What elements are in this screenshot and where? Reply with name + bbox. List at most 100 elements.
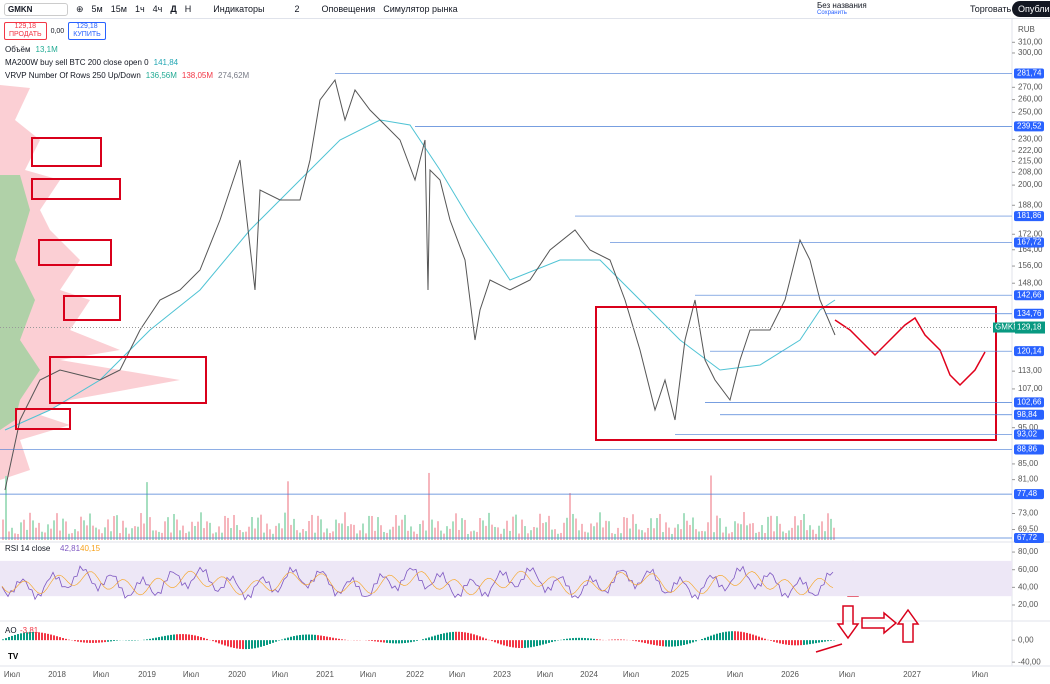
ao-bar [440, 633, 442, 641]
trade[interactable]: Торговать [970, 4, 1012, 14]
rsi-title: RSI 14 close [5, 544, 51, 553]
ao-bar [443, 633, 445, 641]
ao-bar [803, 640, 805, 645]
volume-bar [191, 521, 193, 540]
volume-bar [236, 525, 238, 540]
volume-bar [815, 533, 817, 540]
ao-bar [194, 635, 196, 641]
ao-bar [785, 640, 787, 645]
ao-bar [668, 640, 670, 647]
volume-bar [437, 521, 439, 540]
ao-bar [11, 635, 13, 641]
interval[interactable]: 4ч [152, 4, 163, 14]
volume-bar [281, 528, 283, 540]
volume-bar [407, 530, 409, 540]
volume-bar [611, 533, 613, 540]
volume-bar [116, 515, 118, 540]
volume-bar [476, 531, 478, 540]
ao-bar [335, 638, 337, 641]
volume-bar [176, 519, 178, 540]
volume-bar [17, 533, 19, 540]
ao-bar [476, 635, 478, 641]
volume-bar [575, 518, 577, 540]
volume-bar [332, 531, 334, 540]
ao-bar [95, 640, 97, 643]
ao-bar [761, 637, 763, 641]
level-label: 102,66 [1017, 398, 1042, 407]
volume-bar [29, 512, 31, 540]
ao-bar [428, 637, 430, 641]
ao-bar [80, 640, 82, 643]
ao-bar [533, 640, 535, 647]
volume-bar [440, 530, 442, 540]
ao-bar [791, 640, 793, 646]
volume-bar [659, 513, 661, 540]
volume-bar [326, 528, 328, 540]
indicators[interactable]: Индикаторы [213, 4, 265, 14]
layout-name[interactable]: Без названия [817, 1, 867, 10]
ao-bar [239, 640, 241, 649]
ao-bar [386, 640, 388, 643]
ao-bar [536, 640, 538, 647]
add[interactable]: ⊕ [76, 3, 84, 14]
ao-bar [752, 634, 754, 641]
ao-bar [152, 638, 154, 641]
volume-bar [776, 516, 778, 540]
volume-bar [569, 493, 571, 540]
volume-bar [665, 522, 667, 540]
level-tag [1014, 237, 1044, 248]
ao-bar [320, 635, 322, 641]
volume-bar [512, 516, 514, 540]
volume-bar [491, 524, 493, 540]
volume-bar [821, 521, 823, 540]
buy-button[interactable]: 129,18 КУПИТЬ [68, 22, 106, 40]
volume-bar [188, 531, 190, 540]
ao-bar [254, 640, 256, 649]
toolbar: GMKN ⊕ 5м 15м 1ч 4ч Д Н Индикаторы 2 Опо… [0, 0, 1050, 19]
alerts[interactable]: Оповещения [321, 4, 376, 14]
ao-bar [638, 640, 640, 642]
volume-bar [245, 531, 247, 540]
volume-bar [617, 527, 619, 540]
ao-bar [773, 640, 775, 642]
ao-bar [323, 636, 325, 641]
interval[interactable]: 1ч [134, 4, 145, 14]
simulator[interactable]: Симулятор рынка [383, 4, 458, 14]
volume-bar [572, 513, 574, 540]
volume-bar [23, 519, 25, 540]
price-tick-label: 164,00 [1018, 245, 1043, 254]
volume-bar [50, 528, 52, 540]
symbol[interactable]: GMKN [4, 2, 68, 16]
volume-bar [545, 522, 547, 540]
ao-bar [635, 640, 637, 642]
time-label: 2019 [138, 670, 156, 679]
ao-bar [578, 637, 580, 641]
ao-bar [707, 636, 709, 641]
interval[interactable]: Д [170, 4, 177, 14]
volume-bar [605, 520, 607, 540]
volume-bar [59, 530, 61, 540]
volume-bar [554, 529, 556, 540]
volume-bar [494, 526, 496, 540]
interval[interactable]: 5м [91, 4, 103, 14]
volume-bar [641, 530, 643, 540]
ao-bar [167, 635, 169, 641]
volume-bar [764, 533, 766, 540]
sell-label: ПРОДАТЬ [9, 31, 42, 38]
sell-button[interactable]: 129,18 ПРОДАТЬ [4, 22, 47, 40]
ao-bar [491, 640, 493, 642]
ao-bar [497, 640, 499, 644]
interval[interactable]: 15м [110, 4, 127, 14]
rsi-value: 42,81 [60, 544, 81, 553]
ao-bar [458, 631, 460, 641]
ao-bar [173, 634, 175, 641]
volume-bar [803, 513, 805, 540]
volume-bar [227, 517, 229, 540]
volume-bar [296, 530, 298, 540]
volume-bar [533, 526, 535, 540]
volume-bar [2, 519, 4, 540]
ao-bar [431, 636, 433, 641]
interval[interactable]: Н [184, 4, 192, 14]
publish[interactable]: Опубликовать [1012, 1, 1050, 17]
layout-count[interactable]: 2 [294, 4, 300, 14]
